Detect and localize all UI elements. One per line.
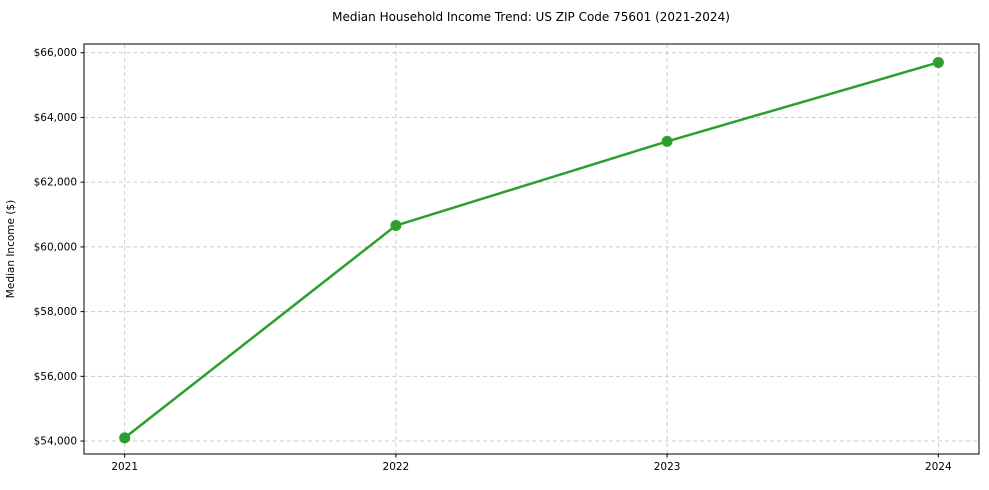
y-axis-label: Median Income ($) bbox=[5, 200, 17, 298]
x-tick-label: 2021 bbox=[111, 461, 138, 473]
y-tick-label: $58,000 bbox=[34, 306, 77, 318]
plot-area bbox=[84, 44, 979, 454]
y-tick-label: $56,000 bbox=[34, 371, 77, 383]
data-layer bbox=[119, 56, 944, 444]
x-tick-label: 2023 bbox=[654, 461, 681, 473]
y-tick-label: $62,000 bbox=[34, 177, 77, 189]
x-tick-label: 2022 bbox=[383, 461, 410, 473]
y-tick-label: $60,000 bbox=[34, 241, 77, 253]
axes-border bbox=[83, 43, 980, 455]
chart-title: Median Household Income Trend: US ZIP Co… bbox=[332, 10, 730, 24]
trend-line bbox=[123, 61, 940, 440]
y-tick-label: $66,000 bbox=[34, 47, 77, 59]
grid-layer bbox=[84, 44, 979, 454]
data-point-2021 bbox=[119, 432, 131, 444]
x-tick-label: 2024 bbox=[925, 461, 952, 473]
data-point-2022 bbox=[390, 220, 402, 232]
tick-layer: $54,000 $56,000 $58,000 $60,000 $62,000 $64,0… bbox=[34, 47, 952, 473]
data-point-2023 bbox=[661, 135, 673, 147]
y-tick-label: $64,000 bbox=[34, 112, 77, 124]
y-tick-label: $54,000 bbox=[34, 436, 77, 448]
data-point-2024 bbox=[932, 56, 944, 68]
